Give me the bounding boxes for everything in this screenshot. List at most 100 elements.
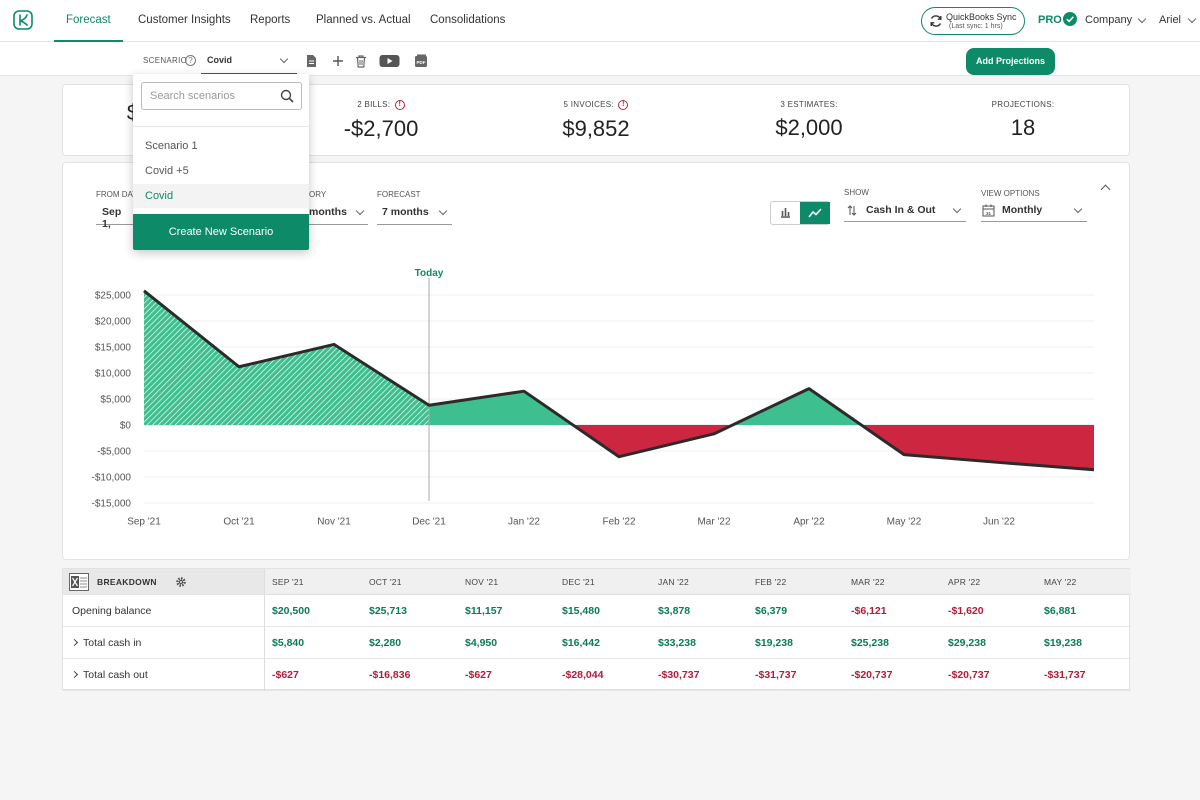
scenario-search [141,82,302,110]
row-label: Opening balance [72,605,151,617]
stat-label: 5 INVOICES: ! [496,100,696,110]
row-label: Total cash out [70,669,148,681]
column-header: FEB '22 [755,577,787,587]
gear-icon[interactable] [175,576,187,588]
history-value: months [309,206,347,218]
document-icon[interactable] [304,54,318,68]
table-cell: $3,878 [658,605,691,617]
scenario-option-selected[interactable]: Covid [133,184,309,208]
stat-label: PROJECTIONS: [991,100,1055,109]
chevron-down-icon [438,206,448,216]
forecast-select[interactable]: 7 months [377,205,452,225]
search-icon[interactable] [280,89,294,103]
excel-icon[interactable] [69,573,89,591]
sort-arrows-icon [847,205,857,216]
scenario-select[interactable]: Covid [201,50,297,74]
pdf-icon[interactable]: PDF [414,54,428,68]
stat-label: 2 BILLS: ! [281,100,481,110]
plan-badge: PRO [1038,14,1062,26]
chevron-down-icon [1073,204,1083,214]
scenario-option[interactable]: Covid +5 [145,165,189,177]
table-cell: -$627 [272,669,299,681]
stat-projections[interactable]: PROJECTIONS: 18 [923,85,1123,141]
table-cell: $4,950 [465,637,498,649]
column-header: JAN '22 [658,577,689,587]
row-label-text: Total cash out [83,669,148,681]
table-cell: -$6,121 [851,605,887,617]
sync-icon [930,15,942,27]
scenario-search-input[interactable] [150,89,270,103]
column-header: MAY '22 [1044,577,1077,587]
alert-icon: ! [394,100,405,110]
table-cell: -$20,737 [851,669,893,681]
trash-icon[interactable] [354,54,368,68]
sync-title: QuickBooks Sync [946,12,1017,22]
show-label: SHOW [844,188,869,197]
calendar-icon: 31 [982,204,995,217]
table-cell: $33,238 [658,637,696,649]
table-cell: $5,840 [272,637,305,649]
tab-customer-insights[interactable]: Customer Insights [138,14,231,26]
scenario-label: SCENARIO [143,56,188,65]
column-header: OCT '21 [369,577,402,587]
table-cell: $2,280 [369,637,402,649]
table-cell: -$28,044 [562,669,604,681]
show-select[interactable]: Cash In & Out [844,202,966,222]
chevron-down-icon [952,204,962,214]
create-new-scenario-button[interactable]: Create New Scenario [133,214,309,250]
tab-forecast[interactable]: Forecast [54,0,123,42]
scenario-selected-value: Covid [207,55,233,65]
add-projections-button[interactable]: Add Projections [966,48,1055,75]
column-header: DEC '21 [562,577,595,587]
table-cell: -$627 [465,669,492,681]
show-value: Cash In & Out [866,204,936,216]
stat-bills[interactable]: 2 BILLS: ! -$2,700 [281,85,481,142]
chevron-right-icon[interactable] [70,670,79,679]
table-cell: $25,238 [851,637,889,649]
row-label-text: Opening balance [72,605,152,617]
company-label: Company [1085,14,1133,26]
stat-estimates[interactable]: 3 ESTIMATES: $2,000 [709,85,909,141]
from-date-select[interactable]: Sep 1, [96,205,136,230]
scenario-option[interactable]: Scenario 1 [145,140,198,152]
plus-icon[interactable] [331,54,345,68]
table-cell: $15,480 [562,605,600,617]
help-icon[interactable]: ? [185,55,196,66]
svg-text:PDF: PDF [417,60,426,65]
table-row[interactable]: Total cash in $5,840 $2,280 $4,950 $16,442 $3… [63,627,1131,659]
tab-reports[interactable]: Reports [250,14,291,26]
stat-value: $2,000 [775,115,843,140]
quickbooks-sync-button[interactable]: QuickBooks Sync (Last sync: 1 hrs) [921,7,1025,35]
bar-chart-icon[interactable] [771,202,800,224]
stat-value: $9,852 [562,116,630,141]
column-header: APR '22 [948,577,981,587]
divider [133,126,309,127]
table-cell: $6,379 [755,605,788,617]
table-cell: -$16,836 [369,669,411,681]
view-options-select[interactable]: 31 Monthly [981,202,1087,222]
app-logo-icon[interactable] [12,9,34,31]
user-menu[interactable]: Ariel [1159,14,1197,26]
chevron-down-icon [355,206,365,216]
user-name: Ariel [1159,14,1182,26]
video-icon[interactable] [379,54,400,68]
table-cell: -$31,737 [755,669,797,681]
chevron-down-icon [279,54,289,64]
table-cell: -$31,737 [1044,669,1086,681]
row-label-text: Total cash in [83,637,142,649]
chevron-right-icon[interactable] [70,638,79,647]
stat-value: 18 [1010,115,1036,140]
table-row[interactable]: Total cash out -$627 -$16,836 -$627 -$28,044… [63,659,1131,691]
stat-invoices[interactable]: 5 INVOICES: ! $9,852 [496,85,696,142]
breakdown-table: BREAKDOWN SEP '21 OCT '21 NOV '21 DEC '2… [62,568,1131,691]
check-circle-icon [1063,12,1077,26]
top-nav: Forecast Customer Insights Reports Plann… [0,0,1200,42]
company-menu[interactable]: Company [1085,14,1147,26]
table-cell: $20,500 [272,605,310,617]
from-date-label: FROM DAT [96,190,138,199]
tab-consolidations[interactable]: Consolidations [430,14,506,26]
column-header: MAR '22 [851,577,885,587]
history-select[interactable]: months [309,205,368,225]
line-chart-icon[interactable] [800,202,830,224]
tab-planned-vs-actual[interactable]: Planned vs. Actual [316,14,411,26]
